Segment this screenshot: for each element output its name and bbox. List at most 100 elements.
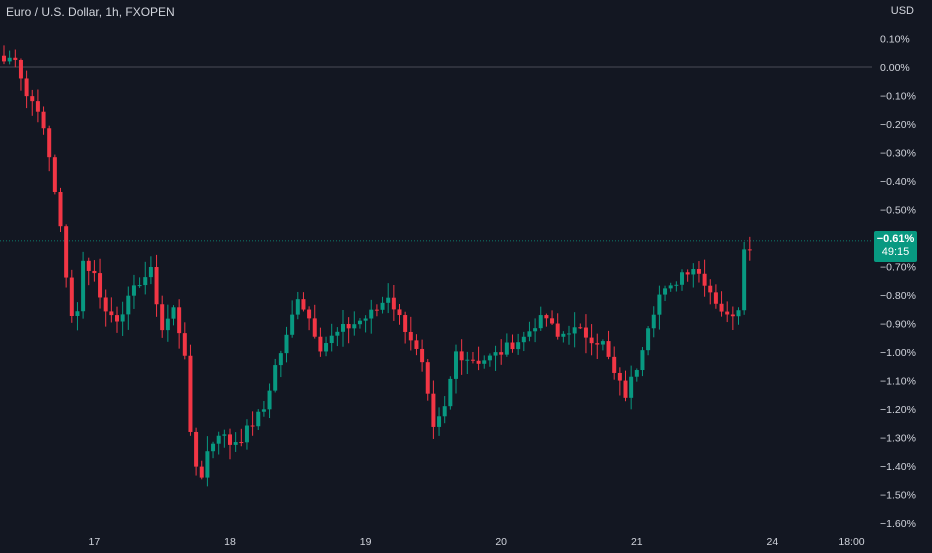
candle-body [103, 297, 108, 312]
candle-body [35, 101, 40, 112]
candle-body [680, 272, 684, 285]
candle-body [137, 285, 142, 287]
candle-body [696, 269, 701, 274]
candle-body [691, 269, 696, 275]
last-price-badge: −0.61% 49:15 [874, 231, 917, 262]
candle-body [668, 285, 673, 289]
candle-body [629, 376, 634, 398]
candle-body [482, 360, 487, 364]
candle-body [182, 333, 187, 356]
candle-body [239, 442, 244, 444]
last-price-percent: −0.61% [876, 233, 915, 245]
candle-body [194, 431, 199, 467]
candle-body [352, 324, 357, 329]
candle-body [273, 365, 278, 391]
candle-body [92, 270, 97, 274]
candle-body [470, 359, 475, 361]
candle-body [408, 331, 413, 341]
candle-body [199, 466, 204, 478]
candle-body [510, 342, 515, 350]
candle-body [612, 356, 617, 373]
candle-body [307, 309, 312, 319]
candle-body [211, 443, 216, 452]
candle-body [476, 360, 481, 364]
candle-body [363, 318, 368, 321]
candle-body [583, 327, 588, 338]
y-tick-label: −0.80% [880, 290, 916, 302]
candle-body [555, 323, 560, 337]
candle-body [493, 352, 498, 356]
candle-body [651, 314, 656, 329]
candle-body [52, 157, 57, 192]
candle-body [312, 318, 317, 337]
candle-body [425, 362, 430, 394]
candle-body [250, 425, 255, 427]
candle-body [115, 315, 119, 322]
candle-body [391, 297, 396, 310]
candle-body [702, 273, 707, 286]
candle-body [18, 59, 23, 79]
candle-body [267, 390, 272, 410]
candle-body [572, 327, 577, 334]
candle-body [126, 295, 131, 315]
candle-body [640, 350, 645, 371]
candle-body [521, 336, 526, 343]
y-tick-label: 0.00% [880, 62, 910, 74]
symbol-title[interactable]: Euro / U.S. Dollar, 1h, FXOPEN [6, 5, 175, 19]
candle-body [623, 380, 628, 398]
candle-body [177, 307, 182, 334]
y-tick-label: −1.00% [880, 347, 916, 359]
y-tick-label: −1.60% [880, 518, 916, 530]
y-tick-label: −0.50% [880, 205, 916, 217]
candle-body [357, 320, 362, 325]
candle-body [244, 425, 249, 443]
candle-body [403, 315, 408, 332]
candle-body [685, 272, 690, 275]
candle-body [335, 331, 340, 336]
candle-body [98, 273, 103, 298]
candle-body [544, 315, 549, 319]
candle-body [504, 342, 509, 355]
candle-body [256, 411, 261, 427]
candle-body [216, 435, 221, 444]
candle-body [374, 309, 379, 311]
y-tick-label: −1.30% [880, 433, 916, 445]
candle-body [663, 288, 668, 295]
currency-label[interactable]: USD [890, 5, 914, 17]
y-tick-label: −0.40% [880, 176, 916, 188]
candle-body [188, 355, 193, 432]
candle-body [64, 226, 69, 278]
candle-body [437, 416, 442, 427]
y-tick-label: −1.20% [880, 404, 916, 416]
candle-body [589, 337, 594, 344]
x-tick-label: 18 [224, 536, 236, 548]
candle-body [459, 351, 464, 361]
candle-body [465, 359, 470, 361]
candle-body [301, 299, 306, 310]
candle-body [708, 285, 713, 293]
candle-body [148, 267, 153, 278]
candle-body [634, 370, 639, 377]
candle-body [13, 57, 18, 60]
candle-body [81, 260, 86, 312]
candle-body [713, 292, 718, 304]
candle-body [30, 96, 35, 102]
candle-body [369, 309, 374, 319]
candle-body [261, 409, 266, 412]
candle-body [284, 334, 289, 354]
candle-body [222, 434, 227, 436]
bar-countdown: 49:15 [881, 246, 910, 258]
candle-body [324, 343, 329, 352]
candle-body [538, 315, 543, 329]
candle-body [533, 328, 538, 332]
x-tick-label: 17 [89, 536, 101, 548]
candle-body [143, 277, 148, 286]
y-tick-label: −0.20% [880, 119, 916, 131]
y-tick-label: 0.10% [880, 34, 910, 46]
candle-body [278, 353, 283, 366]
candle-body [578, 327, 583, 329]
candle-body [171, 307, 176, 319]
candle-body [41, 111, 46, 129]
